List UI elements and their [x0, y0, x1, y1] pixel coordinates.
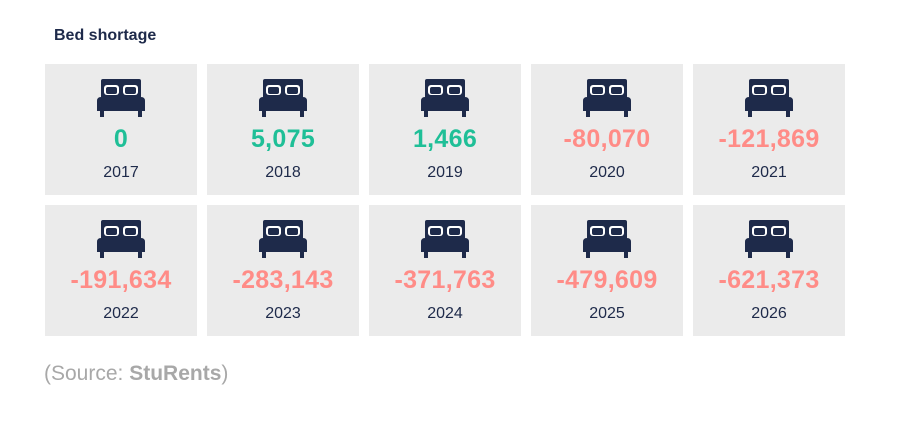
- source-suffix: ): [221, 362, 229, 385]
- shortage-value: -121,869: [718, 125, 820, 153]
- year-card: -80,070 2020: [531, 64, 683, 195]
- year-card: -121,869 2021: [693, 64, 845, 195]
- bed-icon: [421, 220, 469, 258]
- shortage-value: -621,373: [718, 266, 820, 294]
- bed-icon: [259, 220, 307, 258]
- year-card: -621,373 2026: [693, 205, 845, 336]
- year-label: 2025: [589, 305, 625, 322]
- year-label: 2020: [589, 164, 625, 181]
- shortage-value: -479,609: [556, 266, 658, 294]
- bed-icon: [259, 79, 307, 117]
- year-label: 2021: [751, 164, 787, 181]
- source-name: StuRents: [129, 362, 222, 385]
- year-label: 2019: [427, 164, 463, 181]
- year-card: -371,763 2024: [369, 205, 521, 336]
- chart-title: Bed shortage: [54, 27, 157, 44]
- year-card: -191,634 2022: [45, 205, 197, 336]
- year-card: 5,075 2018: [207, 64, 359, 195]
- shortage-value: 0: [113, 125, 129, 153]
- shortage-value: 5,075: [250, 125, 316, 153]
- source-prefix: (Source:: [44, 362, 130, 385]
- bed-icon: [421, 79, 469, 117]
- year-label: 2017: [103, 164, 139, 181]
- bed-icon: [583, 79, 631, 117]
- bed-icon: [583, 220, 631, 258]
- year-label: 2023: [265, 305, 301, 322]
- shortage-value: -80,070: [563, 125, 651, 153]
- shortage-value: 1,466: [412, 125, 478, 153]
- source-note: (Source: StuRents): [44, 362, 228, 386]
- year-card: 0 2017: [45, 64, 197, 195]
- bed-shortage-grid: 0 2017 5,075 2018 1,466 2019 -80,070 2020 -121,8…: [45, 64, 845, 336]
- year-label: 2018: [265, 164, 301, 181]
- shortage-value: -191,634: [70, 266, 172, 294]
- year-label: 2026: [751, 305, 787, 322]
- bed-icon: [97, 79, 145, 117]
- year-card: -283,143 2023: [207, 205, 359, 336]
- bed-icon: [97, 220, 145, 258]
- shortage-value: -283,143: [232, 266, 334, 294]
- year-label: 2022: [103, 305, 139, 322]
- year-card: 1,466 2019: [369, 64, 521, 195]
- year-card: -479,609 2025: [531, 205, 683, 336]
- year-label: 2024: [427, 305, 463, 322]
- bed-icon: [745, 220, 793, 258]
- bed-icon: [745, 79, 793, 117]
- shortage-value: -371,763: [394, 266, 496, 294]
